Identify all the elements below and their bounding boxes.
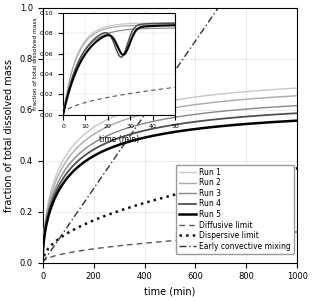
- Run 2: [241, 98, 245, 101]
- Dispersive limit: [241, 177, 245, 181]
- Run 2: [158, 109, 162, 112]
- Run 5: [288, 119, 292, 123]
- Run 3: [295, 104, 299, 107]
- Run 1: [165, 100, 168, 104]
- Diffusive limit: [241, 234, 245, 237]
- Dispersive limit: [288, 168, 292, 172]
- Run 3: [158, 118, 162, 122]
- Run 2: [165, 107, 168, 111]
- Run 1: [54, 175, 57, 178]
- Line: Run 3: Run 3: [43, 106, 297, 262]
- Line: Diffusive limit: Diffusive limit: [43, 232, 297, 262]
- Line: Dispersive limit: Dispersive limit: [43, 168, 297, 262]
- Diffusive limit: [158, 240, 162, 244]
- Diffusive limit: [288, 231, 292, 234]
- Run 2: [41, 261, 45, 264]
- Run 4: [158, 126, 162, 129]
- Run 4: [288, 112, 292, 115]
- Early convective mixing: [217, 6, 220, 9]
- Diffusive limit: [165, 239, 168, 243]
- Run 4: [41, 261, 45, 264]
- Run 4: [165, 124, 168, 128]
- Early convective mixing: [41, 261, 45, 264]
- Run 4: [241, 115, 245, 119]
- Early convective mixing: [54, 242, 57, 246]
- Run 1: [295, 86, 299, 90]
- Early convective mixing: [158, 91, 162, 95]
- Run 1: [288, 87, 292, 90]
- Early convective mixing: [288, 6, 292, 9]
- Dispersive limit: [158, 197, 162, 200]
- Y-axis label: fraction of total dissolved mass: fraction of total dissolved mass: [4, 59, 14, 212]
- Run 5: [288, 119, 292, 123]
- Run 1: [241, 90, 245, 94]
- Run 1: [288, 87, 292, 90]
- Run 2: [295, 94, 299, 98]
- Line: Run 5: Run 5: [43, 121, 297, 262]
- Run 4: [295, 111, 299, 115]
- Line: Run 4: Run 4: [43, 113, 297, 262]
- Run 5: [54, 194, 57, 198]
- Early convective mixing: [295, 6, 299, 9]
- Run 1: [41, 261, 45, 264]
- Run 5: [41, 261, 45, 264]
- Run 2: [54, 180, 57, 183]
- Dispersive limit: [41, 261, 45, 264]
- Line: Early convective mixing: Early convective mixing: [43, 8, 297, 262]
- Run 5: [241, 123, 245, 126]
- Run 5: [295, 119, 299, 123]
- Run 3: [41, 261, 45, 264]
- Diffusive limit: [41, 261, 45, 264]
- Run 2: [288, 94, 292, 98]
- Run 5: [158, 133, 162, 136]
- Early convective mixing: [165, 81, 168, 85]
- Run 4: [288, 112, 292, 115]
- X-axis label: time (min): time (min): [144, 287, 196, 297]
- Run 1: [158, 101, 162, 105]
- Run 2: [288, 94, 292, 98]
- Dispersive limit: [295, 166, 299, 170]
- Diffusive limit: [288, 231, 292, 234]
- Dispersive limit: [54, 240, 57, 243]
- Run 5: [165, 132, 168, 135]
- Early convective mixing: [241, 6, 245, 9]
- Run 3: [288, 104, 292, 108]
- Run 4: [54, 190, 57, 194]
- Line: Run 2: Run 2: [43, 96, 297, 262]
- Dispersive limit: [288, 168, 292, 172]
- Legend: Run 1, Run 2, Run 3, Run 4, Run 5, Diffusive limit, Dispersive limit, Early conv: Run 1, Run 2, Run 3, Run 4, Run 5, Diffu…: [176, 165, 294, 254]
- Diffusive limit: [295, 230, 299, 234]
- Run 3: [241, 107, 245, 111]
- Early convective mixing: [288, 6, 292, 9]
- Line: Run 1: Run 1: [43, 88, 297, 262]
- Run 3: [54, 185, 57, 189]
- Diffusive limit: [54, 254, 57, 257]
- Run 3: [165, 117, 168, 120]
- Run 3: [288, 104, 292, 108]
- Dispersive limit: [165, 195, 168, 199]
